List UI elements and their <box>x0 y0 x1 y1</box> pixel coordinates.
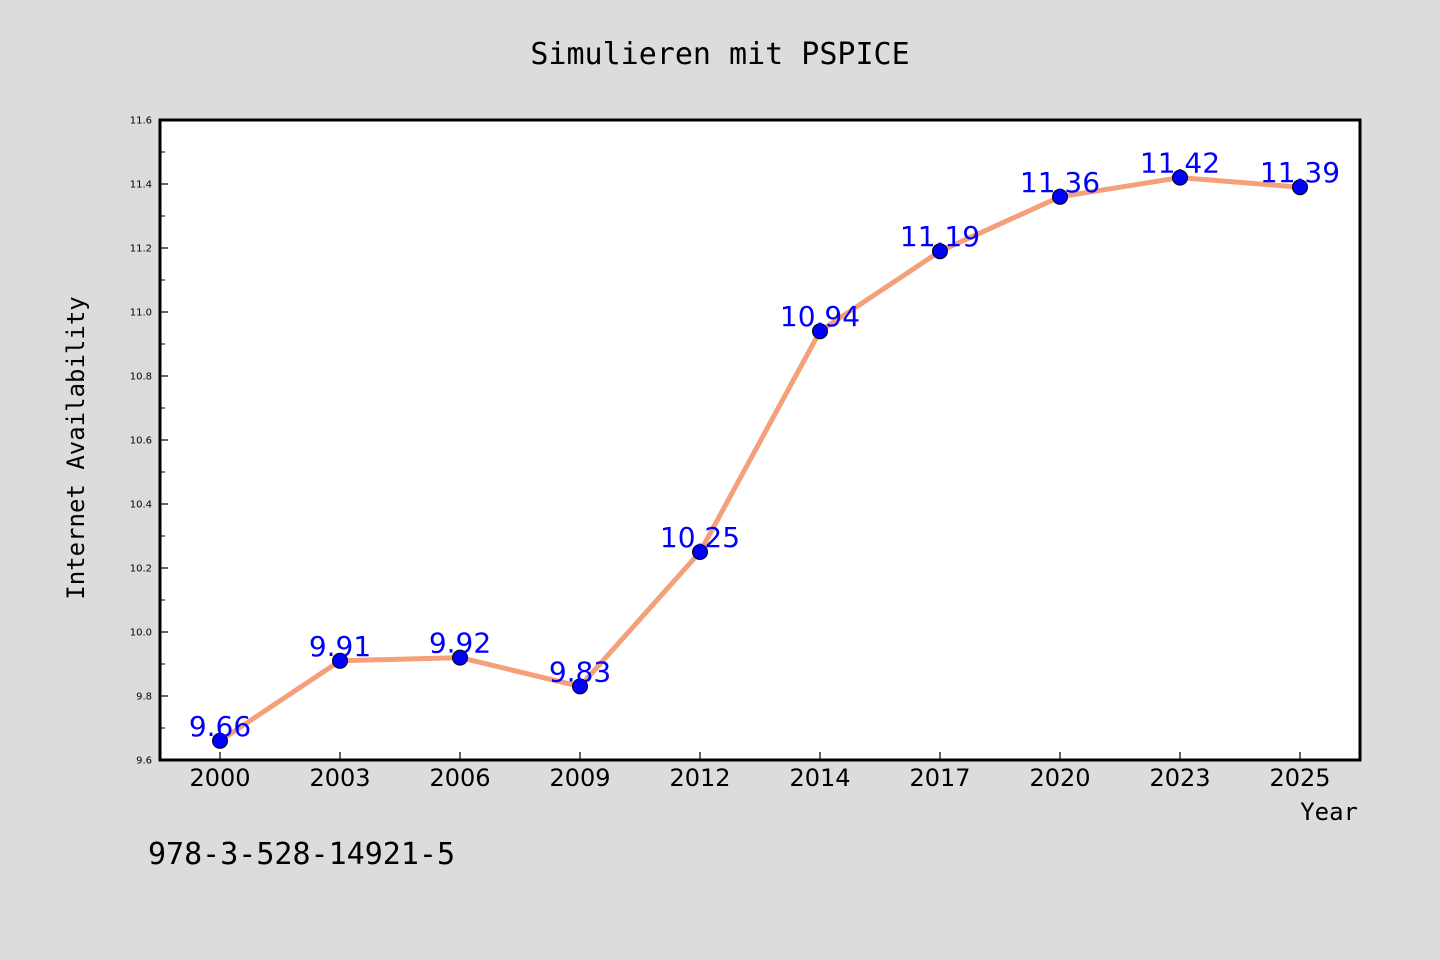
y-tick-label: 10.2 <box>130 564 152 575</box>
y-tick-label: 11.6 <box>130 116 152 127</box>
y-tick-label: 11.2 <box>130 244 152 255</box>
data-point-marker <box>452 649 468 666</box>
data-label: 10.94 <box>780 300 860 333</box>
data-point-marker <box>812 323 828 340</box>
y-tick-label: 9.6 <box>136 756 152 767</box>
x-tick-label: 2017 <box>909 764 970 792</box>
y-tick-label: 9.8 <box>136 692 152 703</box>
data-label: 9.66 <box>189 710 251 743</box>
y-tick-label: 10.8 <box>130 372 152 383</box>
data-label: 9.91 <box>309 630 371 663</box>
x-tick-label: 2000 <box>189 764 250 792</box>
y-tick-label: 11.0 <box>130 308 152 319</box>
data-point-marker <box>572 678 588 695</box>
data-label: 10.25 <box>660 521 740 554</box>
x-axis-label: Year <box>1300 798 1358 826</box>
data-labels-layer: 9.66 9.91 9.92 9.83 10.25 10.94 11.19 11.36 11.4… <box>189 147 1340 743</box>
x-tick-label: 2025 <box>1269 764 1330 792</box>
x-axis-ticks: 2000 2003 2006 2009 2012 2014 2017 2020 2023 2025 <box>189 752 1331 792</box>
x-tick-label: 2023 <box>1149 764 1210 792</box>
data-label: 11.19 <box>900 220 980 253</box>
chart-title: Simulieren mit PSPICE <box>530 37 909 72</box>
series-layer <box>212 169 1308 749</box>
data-point-marker <box>212 732 228 749</box>
plot-frame <box>158 118 1362 762</box>
y-axis-ticks: 9.6 9.8 10.0 10.2 10.4 10.6 10.8 11.0 11.2 11.4 11… <box>130 116 168 767</box>
y-tick-label: 10.4 <box>130 500 152 511</box>
x-tick-label: 2003 <box>309 764 370 792</box>
x-tick-label: 2020 <box>1029 764 1090 792</box>
data-point-marker <box>1292 179 1308 196</box>
data-point-marker <box>1052 188 1068 205</box>
data-label: 11.36 <box>1020 166 1100 199</box>
x-tick-label: 2014 <box>789 764 850 792</box>
y-tick-label: 10.0 <box>130 628 152 639</box>
footnote-isbn: 978-3-528-14921-5 <box>148 837 455 872</box>
y-tick-label: 11.4 <box>130 180 152 191</box>
data-point-marker <box>692 544 708 560</box>
y-axis-label: Internet Availability <box>62 296 90 599</box>
x-tick-label: 2009 <box>549 764 610 792</box>
data-point-marker <box>332 652 348 669</box>
data-label: 9.92 <box>429 627 491 660</box>
data-label: 11.39 <box>1260 156 1340 189</box>
data-label: 9.83 <box>549 655 611 688</box>
data-point-marker <box>1172 169 1188 186</box>
series-line <box>217 175 1303 744</box>
data-point-marker <box>932 243 948 260</box>
x-tick-label: 2006 <box>429 764 490 792</box>
data-label: 11.42 <box>1140 147 1220 180</box>
x-tick-label: 2012 <box>669 764 730 792</box>
y-tick-label: 10.6 <box>130 436 152 447</box>
